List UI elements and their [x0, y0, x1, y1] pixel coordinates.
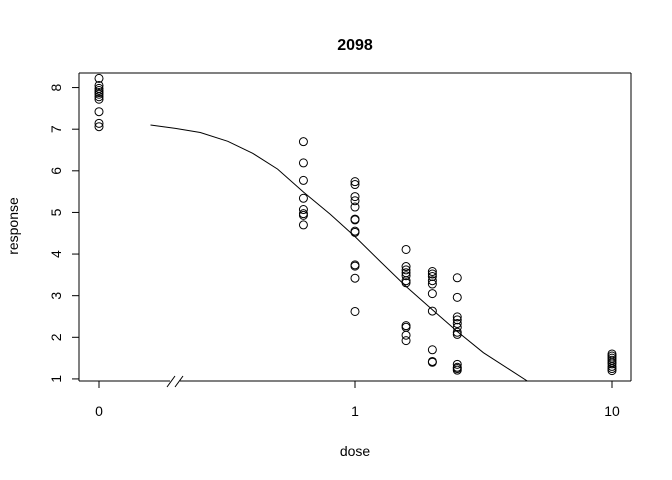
data-point — [427, 279, 437, 289]
data-point — [401, 276, 411, 286]
data-point — [298, 220, 308, 230]
data-point — [452, 327, 462, 337]
data-point — [94, 73, 104, 83]
data-point — [401, 244, 411, 254]
data-point — [298, 210, 308, 220]
axes: 0 1 10 1 2 3 4 5 6 7 8 — [48, 72, 632, 419]
data-point — [401, 271, 411, 281]
data-point — [94, 94, 104, 104]
y-tick-label: 6 — [48, 167, 64, 175]
y-tick-label: 7 — [48, 125, 64, 133]
data-point — [452, 365, 462, 375]
data-point — [350, 215, 360, 225]
x-tick-label: 0 — [95, 403, 103, 419]
data-point — [607, 359, 617, 369]
data-point — [452, 359, 462, 369]
y-tick-label: 2 — [48, 333, 64, 341]
data-point — [94, 107, 104, 117]
data-point — [350, 261, 360, 271]
data-point — [401, 265, 411, 275]
data-point — [401, 336, 411, 346]
y-tick-label: 1 — [48, 375, 64, 383]
data-point — [452, 322, 462, 332]
data-point — [607, 366, 617, 376]
data-point — [452, 312, 462, 322]
data-point — [452, 319, 462, 329]
axis-break-mark — [174, 375, 184, 388]
data-point — [298, 205, 308, 215]
data-point — [401, 262, 411, 272]
data-point — [94, 85, 104, 95]
y-tick-label: 8 — [48, 83, 64, 91]
data-point — [427, 272, 437, 282]
data-point — [401, 330, 411, 340]
data-point — [427, 289, 437, 299]
data-point — [427, 267, 437, 277]
data-point — [452, 329, 462, 339]
data-point — [350, 196, 360, 206]
fitted-curve — [150, 124, 528, 381]
chart-title: 2098 — [337, 37, 373, 54]
data-point — [607, 364, 617, 374]
x-tick-label: 1 — [351, 403, 359, 419]
x-axis-label: dose — [340, 443, 371, 459]
data-points-layer — [94, 73, 617, 376]
data-point — [298, 158, 308, 168]
data-point — [607, 361, 617, 371]
data-point — [350, 192, 360, 202]
data-point — [427, 276, 437, 286]
data-point — [350, 273, 360, 283]
y-axis-label: response — [5, 197, 21, 255]
y-tick-label: 3 — [48, 292, 64, 300]
data-point — [94, 122, 104, 132]
data-point — [94, 118, 104, 128]
axis-break-mark — [166, 375, 176, 388]
data-point — [452, 273, 462, 283]
data-point — [350, 180, 360, 190]
data-point — [427, 345, 437, 355]
data-point — [427, 306, 437, 316]
data-point — [298, 175, 308, 185]
data-point — [298, 193, 308, 203]
x-tick-label: 10 — [604, 403, 620, 419]
data-point — [94, 92, 104, 102]
data-point — [427, 357, 437, 367]
data-point — [94, 89, 104, 99]
data-point — [350, 202, 360, 212]
data-point — [427, 269, 437, 279]
y-tick-label: 5 — [48, 208, 64, 216]
data-point — [94, 80, 104, 90]
fitted-curve-layer — [150, 124, 528, 381]
data-point — [452, 315, 462, 325]
data-point — [452, 292, 462, 302]
data-point — [350, 177, 360, 187]
data-point — [350, 227, 360, 237]
data-point — [401, 278, 411, 288]
data-point — [350, 306, 360, 316]
data-point — [298, 137, 308, 147]
y-tick-label: 4 — [48, 250, 64, 258]
